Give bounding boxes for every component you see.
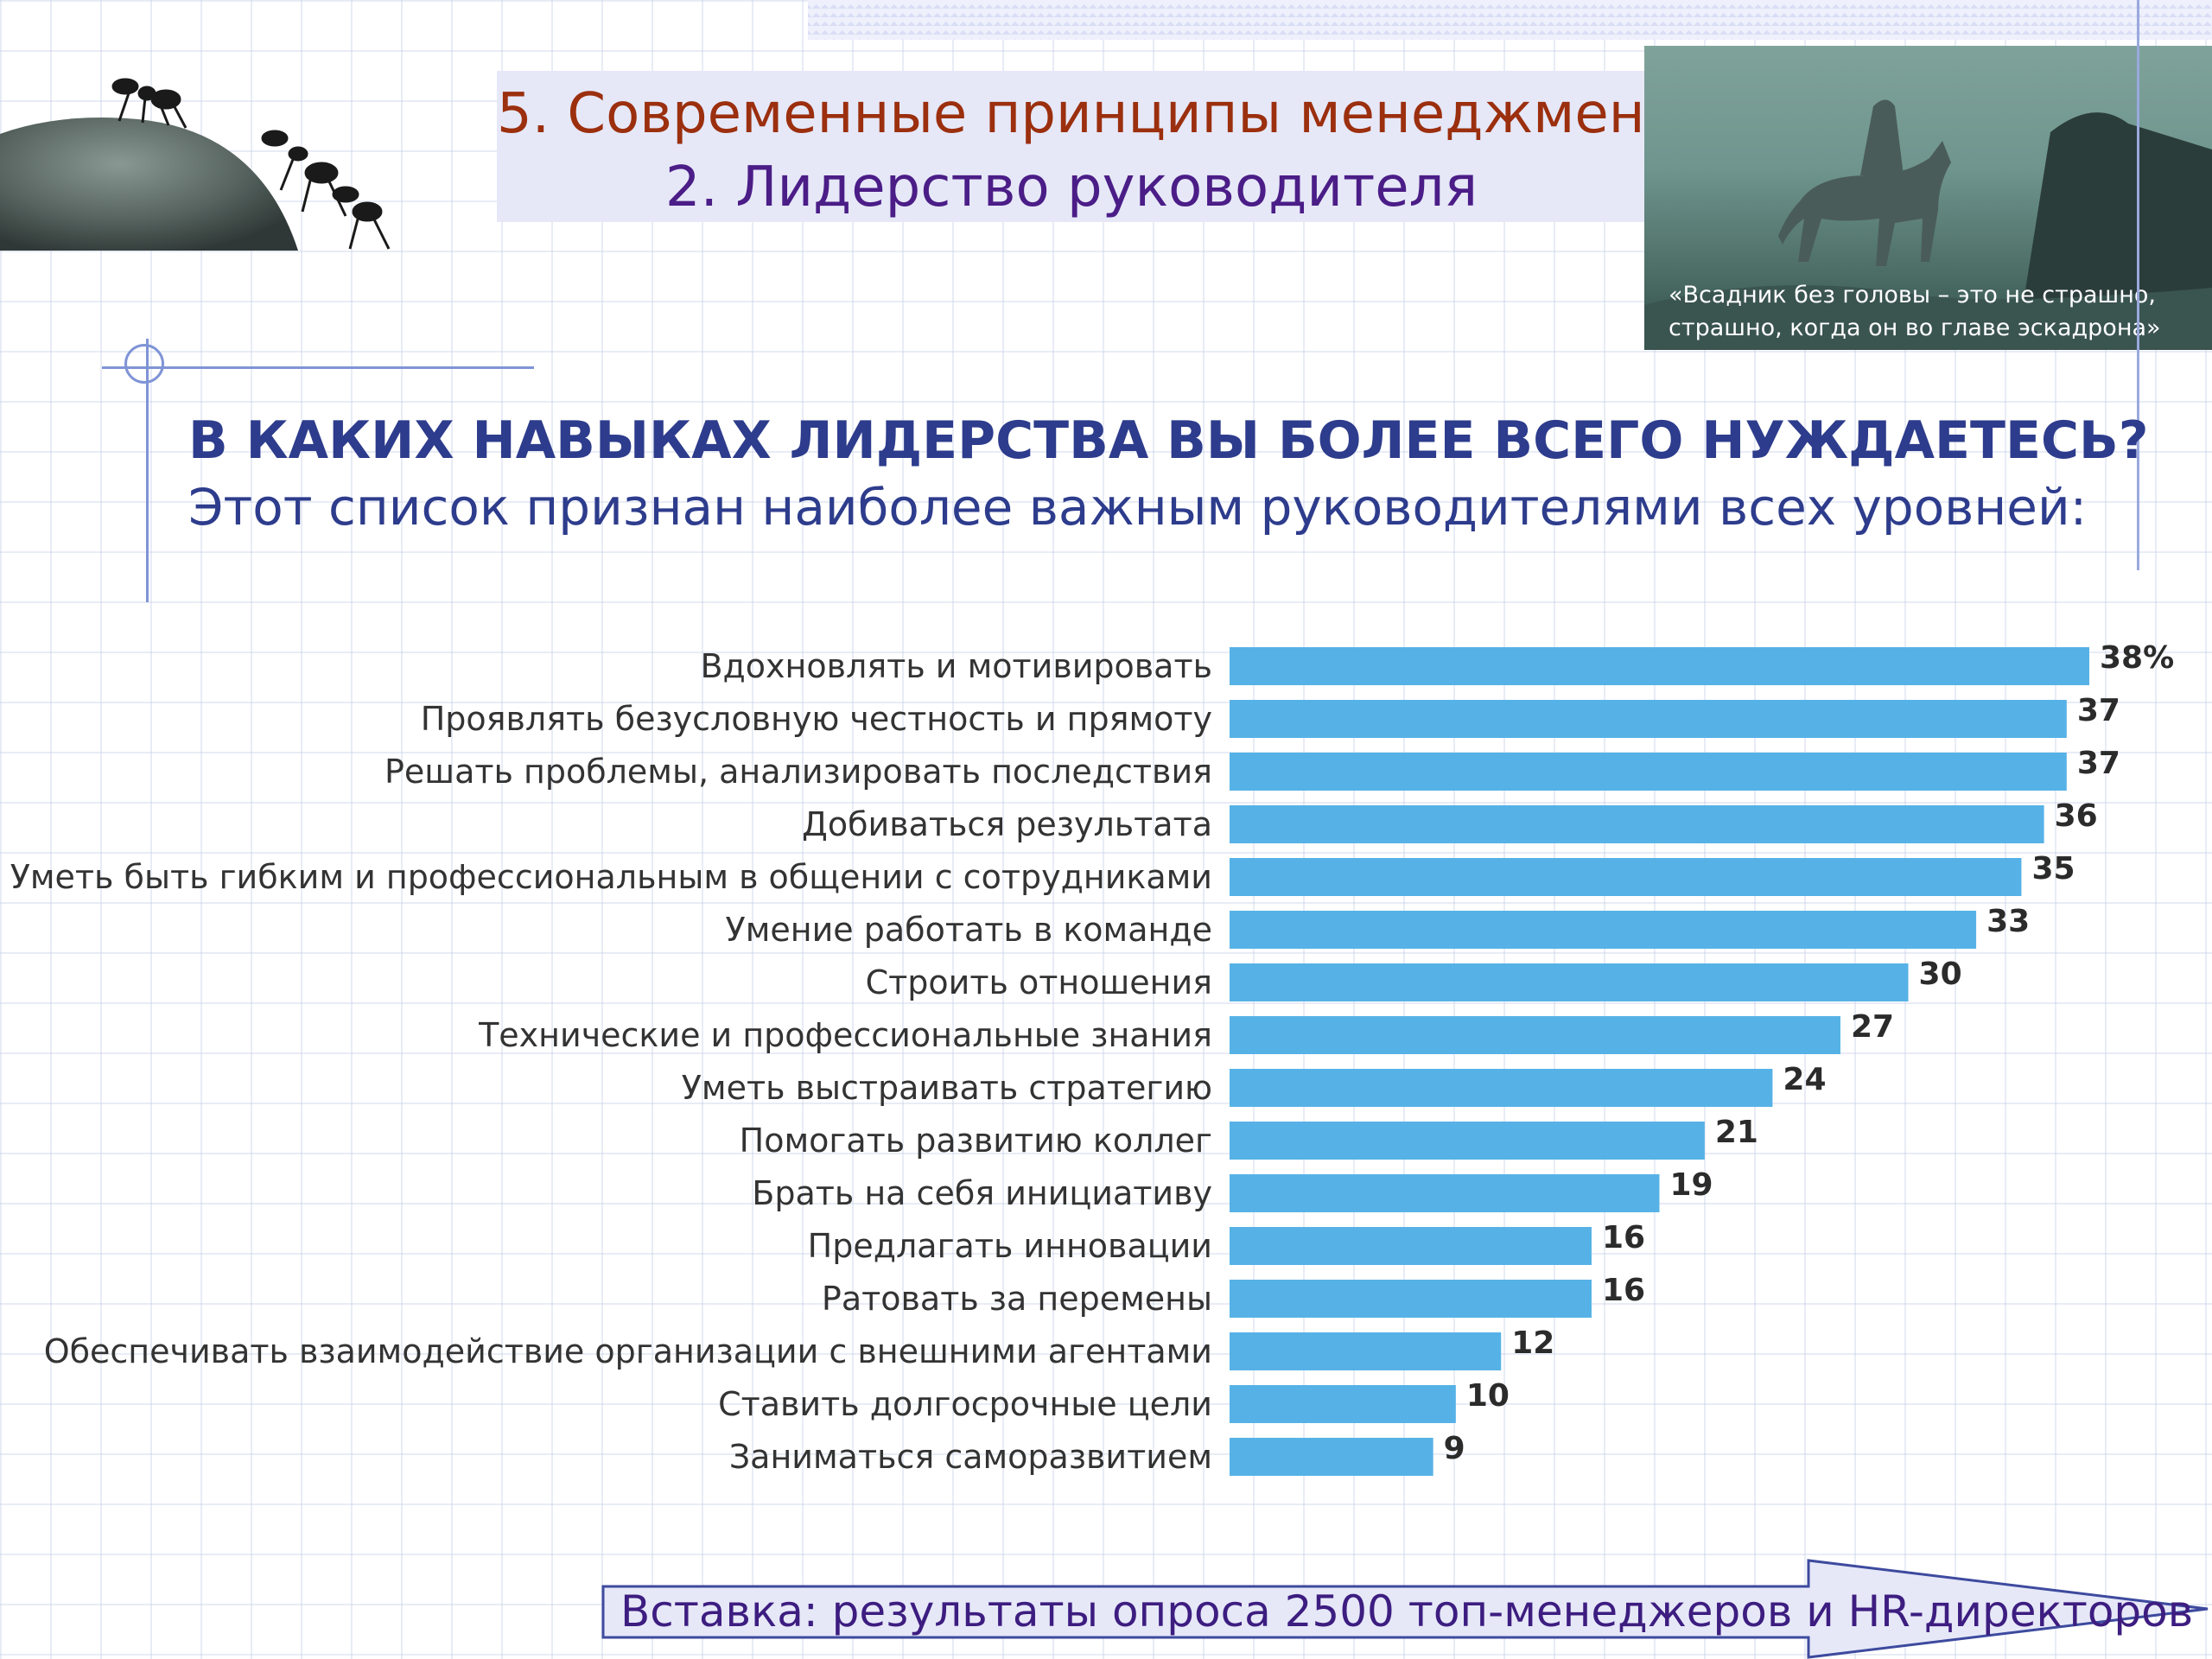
value-label-3: 37: [2077, 746, 2120, 781]
category-label-2: Проявлять безусловную честность и прямот…: [421, 700, 1212, 738]
bar-8: [1230, 1016, 1840, 1054]
value-label-15: 10: [1466, 1378, 1510, 1414]
category-label-15: Ставить долгосрочные цели: [718, 1385, 1212, 1423]
top-decorative-strip: [808, 0, 2212, 40]
bar-1: [1230, 647, 2089, 685]
horseman-quote: «Всадник без головы – это не страшно, ст…: [1669, 282, 2161, 341]
slide-subtitle: 2. Лидерство руководителя: [664, 156, 1478, 219]
bar-15: [1230, 1385, 1456, 1423]
value-label-10: 21: [1715, 1115, 1758, 1150]
value-label-11: 19: [1670, 1167, 1713, 1203]
category-label-10: Помогать развитию коллег: [740, 1122, 1212, 1160]
bar-13: [1230, 1280, 1592, 1318]
value-label-6: 33: [1986, 904, 2030, 939]
slide-title: 5. Современные принципы менеджмента: [497, 82, 1646, 146]
survey-question: В КАКИХ НАВЫКАХ ЛИДЕРСТВА ВЫ БОЛЕЕ ВСЕГО…: [188, 410, 2149, 471]
value-label-5: 35: [2031, 851, 2075, 887]
bar-6: [1230, 911, 1977, 949]
category-label-12: Предлагать инновации: [808, 1227, 1212, 1265]
value-label-8: 27: [1851, 1009, 1894, 1045]
bar-3: [1230, 753, 2067, 791]
value-label-12: 16: [1602, 1220, 1645, 1255]
headless-horseman-image: «Всадник без головы – это не страшно, ст…: [1644, 46, 2212, 350]
category-label-1: Вдохновлять и мотивировать: [700, 647, 1212, 685]
bar-5: [1230, 858, 2022, 896]
bar-2: [1230, 700, 2067, 738]
title-background: [497, 71, 1646, 222]
category-label-14: Обеспечивать взаимодействие организации …: [44, 1332, 1212, 1370]
horseman-illustration: [1644, 99, 2212, 350]
value-label-14: 12: [1511, 1325, 1554, 1361]
category-label-11: Брать на себя инициативу: [752, 1174, 1212, 1212]
category-label-7: Строить отношения: [866, 963, 1212, 1001]
bar-14: [1230, 1332, 1502, 1370]
category-label-4: Добиваться результата: [802, 805, 1212, 843]
value-label-9: 24: [1783, 1062, 1826, 1097]
footer-note: Вставка: результаты опроса 2500 топ-мене…: [620, 1586, 2194, 1637]
category-label-9: Уметь выстраивать стратегию: [682, 1069, 1212, 1107]
value-label-1: 38%: [2100, 640, 2174, 676]
category-label-6: Умение работать в команде: [726, 911, 1212, 949]
bar-12: [1230, 1227, 1592, 1265]
bar-9: [1230, 1069, 1773, 1107]
value-label-7: 30: [1919, 957, 1962, 992]
chart-bars: [1230, 647, 2089, 1476]
bar-7: [1230, 963, 1909, 1001]
category-label-3: Решать проблемы, анализировать последств…: [385, 753, 1212, 791]
decorative-line-horizontal: [102, 366, 534, 369]
category-label-8: Технические и профессиональные знания: [478, 1016, 1212, 1054]
category-label-5: Уметь быть гибким и профессиональным в о…: [10, 858, 1212, 896]
survey-subtitle: Этот список признан наиболее важным руко…: [188, 478, 2088, 537]
bar-11: [1230, 1174, 1660, 1212]
bar-10: [1230, 1122, 1705, 1160]
bar-4: [1230, 805, 2044, 843]
ants-on-stone-image: [0, 78, 391, 251]
bar-16: [1230, 1438, 1433, 1476]
category-label-13: Ратовать за перемены: [822, 1280, 1212, 1318]
category-label-16: Заниматься саморазвитием: [729, 1438, 1212, 1476]
decorative-line-right: [2137, 0, 2139, 570]
value-label-4: 36: [2055, 798, 2098, 834]
chart-category-labels: Вдохновлять и мотивировать Проявлять безу…: [10, 647, 1212, 1476]
decorative-line-vertical: [146, 339, 149, 602]
value-label-13: 16: [1602, 1273, 1645, 1308]
value-label-16: 9: [1444, 1431, 1465, 1466]
decorative-circle: [124, 344, 164, 384]
value-label-2: 37: [2077, 693, 2120, 728]
